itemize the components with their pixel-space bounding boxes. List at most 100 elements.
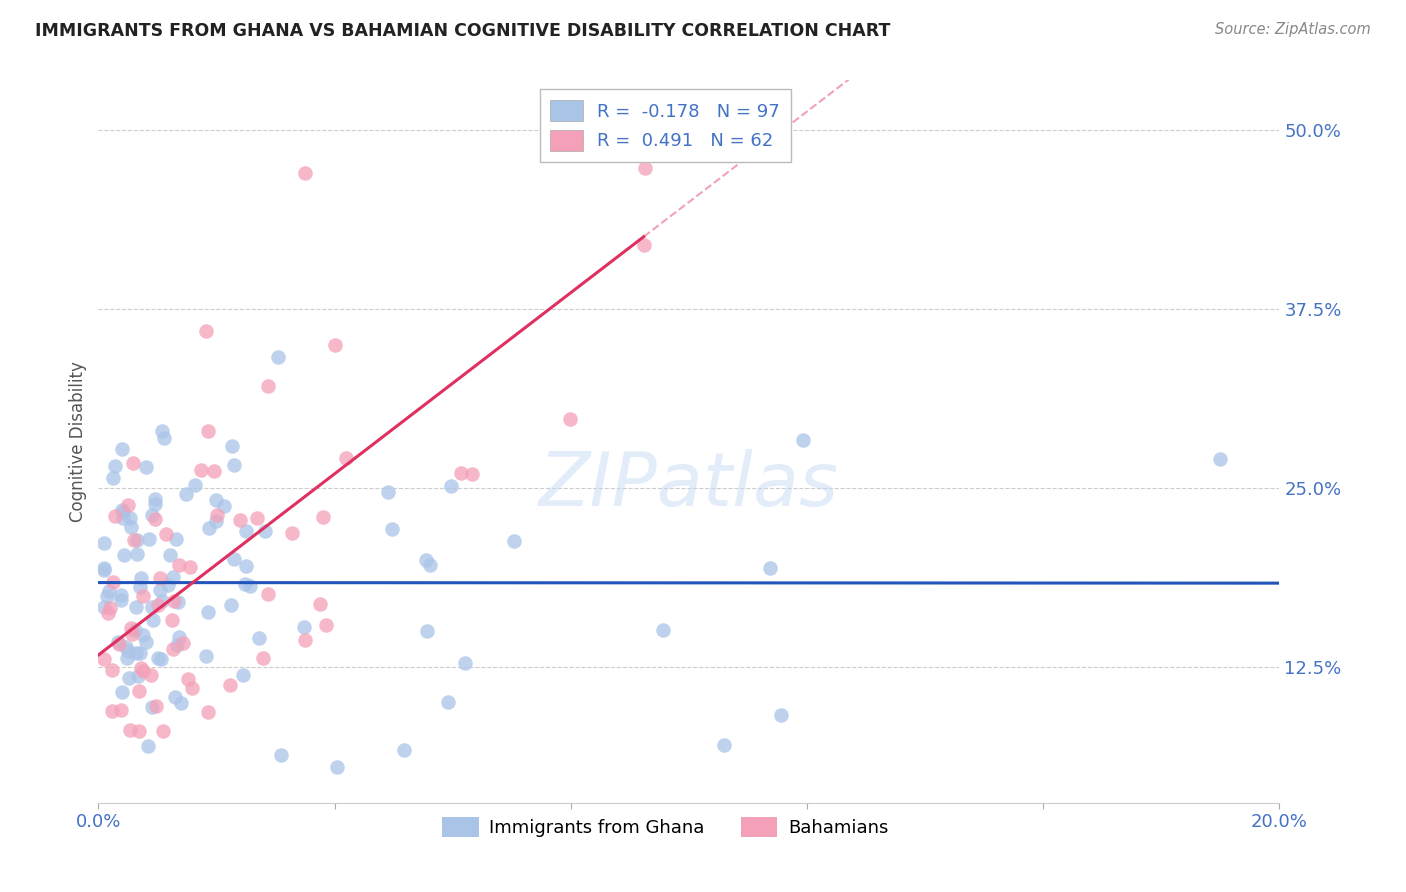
Point [93, 599, 115, 614]
Point [503, 533, 526, 548]
Point [110, 593, 132, 607]
Point [103, 471, 125, 485]
Point [179, 559, 201, 574]
Point [419, 558, 441, 573]
Point [150, 424, 173, 438]
Point [132, 589, 155, 603]
Point [377, 484, 399, 499]
Point [416, 624, 439, 639]
Point [180, 681, 202, 695]
Point [101, 704, 124, 718]
Point [194, 324, 217, 338]
Point [110, 702, 132, 716]
Point [1209, 452, 1232, 467]
Point [454, 657, 477, 671]
Point [160, 613, 183, 627]
Point [128, 646, 150, 660]
Point [235, 577, 257, 591]
Point [247, 631, 270, 645]
Point [111, 684, 134, 698]
Point [267, 350, 290, 364]
Point [167, 630, 190, 644]
Point [152, 431, 174, 445]
Point [702, 123, 724, 137]
Point [436, 695, 458, 709]
Point [150, 594, 173, 608]
Point [190, 463, 212, 477]
Point [141, 700, 163, 714]
Point [162, 570, 184, 584]
Point [246, 511, 269, 525]
Point [143, 497, 166, 511]
Point [633, 238, 655, 252]
Point [125, 547, 148, 561]
Point [132, 664, 155, 678]
Point [294, 633, 316, 648]
Point [121, 456, 143, 470]
Point [392, 743, 415, 757]
Point [101, 663, 124, 677]
Point [117, 644, 139, 658]
Text: IMMIGRANTS FROM GHANA VS BAHAMIAN COGNITIVE DISABILITY CORRELATION CHART: IMMIGRANTS FROM GHANA VS BAHAMIAN COGNIT… [35, 22, 890, 40]
Point [107, 635, 129, 649]
Point [170, 696, 193, 710]
Point [167, 558, 190, 572]
Point [177, 672, 200, 686]
Point [139, 668, 162, 682]
Point [143, 512, 166, 526]
Point [166, 638, 188, 652]
Point [143, 492, 166, 507]
Point [758, 561, 780, 575]
Point [792, 433, 814, 447]
Point [128, 684, 150, 698]
Point [176, 487, 198, 501]
Point [172, 636, 194, 650]
Point [132, 628, 155, 642]
Point [205, 514, 228, 528]
Point [165, 532, 187, 546]
Point [112, 549, 135, 563]
Point [308, 597, 330, 611]
Point [136, 739, 159, 754]
Point [461, 467, 484, 482]
Point [713, 738, 735, 752]
Point [770, 708, 793, 723]
Point [335, 451, 357, 466]
Point [141, 508, 163, 522]
Point [138, 533, 160, 547]
Point [598, 123, 620, 137]
Point [167, 595, 190, 609]
Point [93, 536, 115, 550]
Point [163, 594, 186, 608]
Point [111, 511, 134, 525]
Point [219, 678, 242, 692]
Point [145, 699, 167, 714]
Point [131, 571, 153, 585]
Point [229, 513, 252, 527]
Point [294, 166, 316, 180]
Point [146, 650, 169, 665]
Point [98, 601, 121, 615]
Point [162, 642, 184, 657]
Legend: Immigrants from Ghana, Bahamians: Immigrants from Ghana, Bahamians [436, 810, 896, 845]
Point [235, 524, 257, 538]
Point [120, 519, 142, 533]
Point [152, 724, 174, 739]
Point [197, 705, 219, 719]
Point [135, 460, 157, 475]
Point [96, 589, 118, 603]
Point [315, 618, 337, 632]
Point [207, 508, 229, 522]
Point [93, 652, 115, 666]
Point [149, 583, 172, 598]
Point [142, 613, 165, 627]
Point [292, 620, 315, 634]
Point [652, 623, 675, 637]
Point [118, 671, 141, 685]
Point [97, 607, 120, 621]
Point [326, 760, 349, 774]
Point [120, 621, 142, 635]
Point [135, 635, 157, 649]
Point [141, 599, 163, 614]
Text: Source: ZipAtlas.com: Source: ZipAtlas.com [1215, 22, 1371, 37]
